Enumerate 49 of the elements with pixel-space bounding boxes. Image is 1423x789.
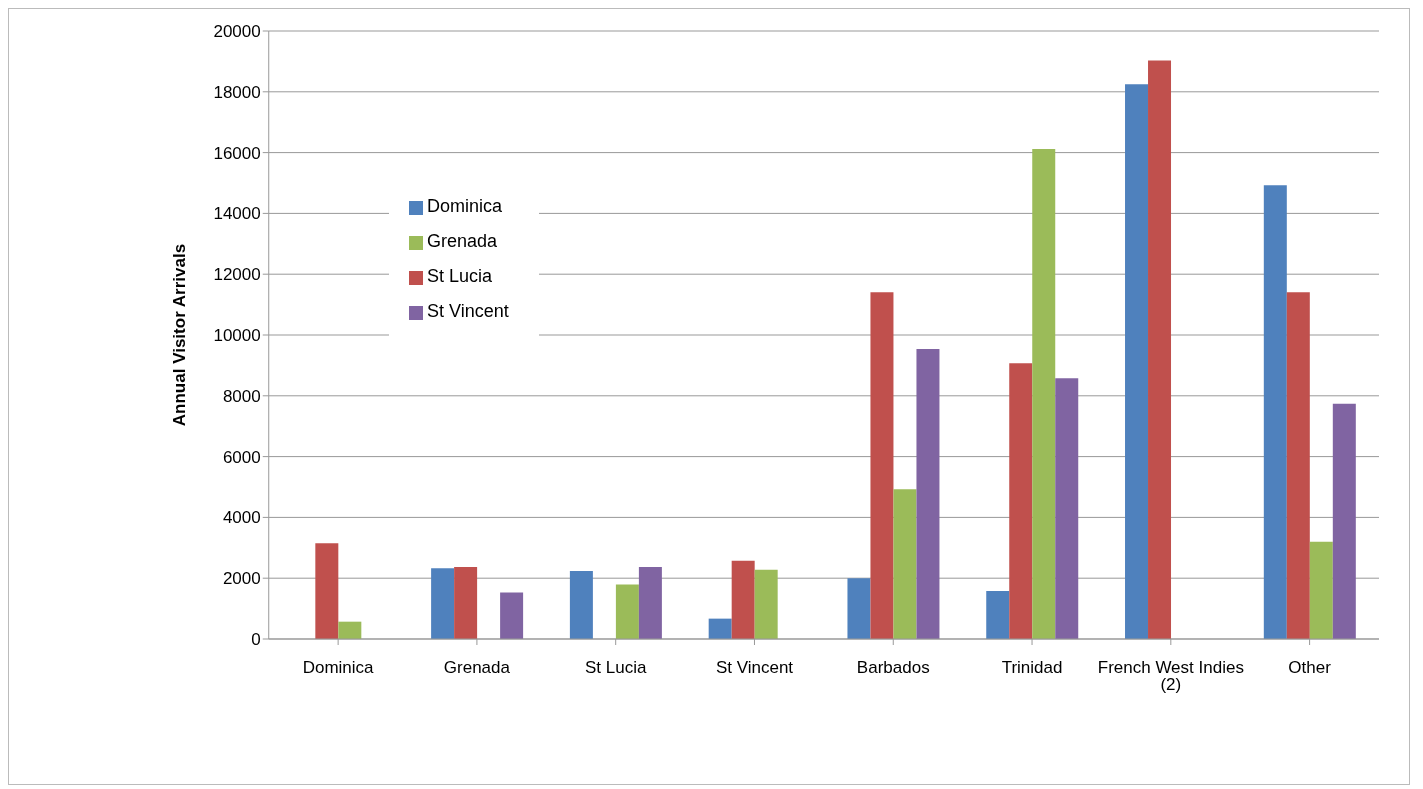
bar bbox=[1286, 292, 1310, 639]
legend-label: St Lucia bbox=[427, 266, 493, 286]
bar bbox=[431, 568, 455, 639]
y-tick-label: 14000 bbox=[213, 204, 261, 224]
y-tick-label: 0 bbox=[251, 630, 261, 650]
y-tick-label: 4000 bbox=[222, 508, 261, 528]
bar bbox=[1055, 378, 1079, 639]
bar bbox=[754, 569, 778, 639]
bar bbox=[1032, 148, 1056, 639]
bar bbox=[638, 566, 662, 639]
y-tick-label: 8000 bbox=[222, 386, 261, 406]
y-tick-label: 18000 bbox=[213, 82, 261, 102]
x-tick-label: St Vincent bbox=[715, 658, 794, 678]
x-tick-label: Dominica bbox=[302, 658, 375, 678]
y-axis-title: Annual Visitor Arrivals bbox=[169, 243, 189, 427]
x-tick-label: French West Indies (2) bbox=[1097, 658, 1244, 695]
legend-label: Grenada bbox=[427, 231, 498, 251]
x-tick-label: Grenada bbox=[443, 658, 511, 678]
bar bbox=[986, 590, 1010, 639]
bar bbox=[1148, 60, 1172, 639]
bar bbox=[708, 618, 732, 639]
bar bbox=[1332, 403, 1356, 639]
y-tick-label: 20000 bbox=[213, 22, 261, 42]
legend-label: Dominica bbox=[427, 196, 503, 216]
y-tick-label: 12000 bbox=[213, 265, 261, 285]
y-tick-label: 10000 bbox=[213, 326, 261, 346]
bar bbox=[315, 543, 339, 639]
bar bbox=[1263, 185, 1287, 639]
bar bbox=[916, 348, 940, 639]
bar bbox=[1009, 363, 1033, 639]
y-tick-label: 2000 bbox=[222, 569, 261, 589]
y-tick-label: 16000 bbox=[213, 143, 261, 163]
bar bbox=[454, 566, 478, 639]
bar bbox=[893, 489, 917, 639]
legend-label: St Vincent bbox=[427, 301, 509, 321]
bar bbox=[1309, 541, 1333, 639]
x-tick-label: Trinidad bbox=[1001, 658, 1063, 678]
bar bbox=[569, 570, 593, 639]
y-tick-label: 6000 bbox=[222, 447, 261, 467]
x-tick-label: Barbados bbox=[856, 658, 930, 678]
x-tick-label: St Lucia bbox=[584, 658, 647, 678]
bar bbox=[731, 560, 755, 639]
bar bbox=[615, 584, 639, 639]
x-tick-label: Other bbox=[1288, 658, 1332, 678]
bar bbox=[870, 292, 894, 639]
bar bbox=[500, 592, 524, 639]
bar bbox=[1125, 84, 1149, 639]
bar bbox=[847, 578, 871, 639]
bar bbox=[338, 621, 362, 639]
